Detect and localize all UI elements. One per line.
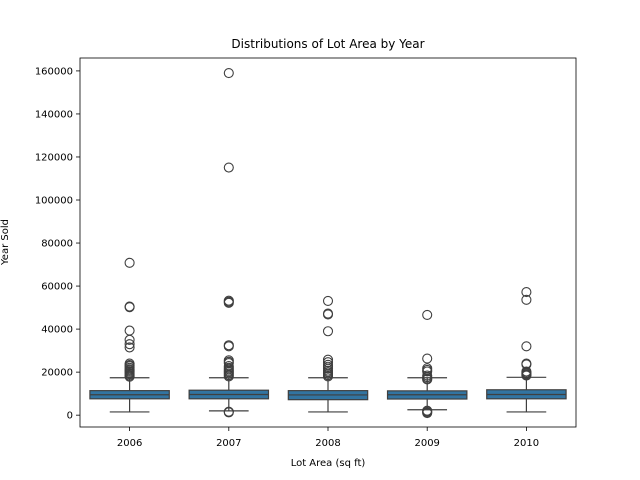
outlier-point bbox=[223, 371, 234, 382]
box-2008 bbox=[287, 295, 369, 413]
plot-area bbox=[89, 68, 567, 419]
x-tick-label: 2009 bbox=[414, 438, 439, 449]
y-axis: 0 20000 40000 60000 80000 100000 120000 140000 1… bbox=[35, 66, 80, 422]
box-2009 bbox=[386, 309, 468, 419]
outlier-point bbox=[124, 325, 135, 336]
y-tick-label: 140000 bbox=[35, 109, 73, 120]
x-axis-label: Lot Area (sq ft) bbox=[291, 458, 366, 469]
outlier-point bbox=[422, 353, 433, 364]
outlier-point bbox=[322, 357, 334, 368]
outlier-point bbox=[322, 371, 334, 382]
y-tick-label: 120000 bbox=[35, 152, 73, 163]
outlier-point bbox=[223, 68, 234, 79]
outlier-point bbox=[521, 370, 532, 381]
outlier-point bbox=[422, 309, 433, 320]
outlier-point bbox=[422, 407, 433, 419]
y-tick-label: 40000 bbox=[41, 325, 73, 336]
outlier-point bbox=[124, 371, 135, 382]
x-tick-label: 2006 bbox=[117, 438, 142, 449]
x-tick-label: 2007 bbox=[216, 438, 241, 449]
outlier-point bbox=[422, 366, 433, 377]
y-tick-label: 80000 bbox=[41, 239, 73, 250]
y-tick-label: 160000 bbox=[35, 66, 73, 77]
outlier-point bbox=[223, 341, 234, 352]
x-tick-label: 2010 bbox=[514, 438, 539, 449]
chart-title: Distributions of Lot Area by Year bbox=[231, 37, 424, 51]
outlier-point bbox=[521, 287, 532, 298]
outlier-point bbox=[124, 257, 135, 268]
outlier-point bbox=[223, 297, 234, 308]
outlier-point bbox=[322, 309, 334, 320]
outlier-point bbox=[223, 162, 234, 173]
y-axis-label: Year Sold bbox=[0, 219, 11, 266]
y-tick-label: 60000 bbox=[41, 282, 73, 293]
box-2006 bbox=[89, 257, 170, 413]
outlier-point bbox=[124, 339, 135, 350]
outlier-point bbox=[322, 326, 334, 337]
outlier-point bbox=[521, 341, 532, 352]
y-tick-label: 0 bbox=[67, 411, 73, 422]
x-axis: 2006 2007 2008 2009 2010 bbox=[117, 427, 539, 449]
outlier-point bbox=[521, 294, 532, 305]
box-2007 bbox=[188, 68, 270, 418]
outlier-point bbox=[322, 295, 334, 306]
y-tick-label: 20000 bbox=[41, 368, 73, 379]
outlier-point bbox=[422, 374, 433, 385]
outlier-point bbox=[124, 301, 135, 312]
y-tick-label: 100000 bbox=[35, 196, 73, 207]
outlier-point bbox=[124, 334, 135, 345]
box-2010 bbox=[486, 287, 567, 413]
outlier-point bbox=[124, 342, 135, 353]
x-tick-label: 2008 bbox=[315, 438, 340, 449]
outlier-point bbox=[223, 406, 234, 417]
